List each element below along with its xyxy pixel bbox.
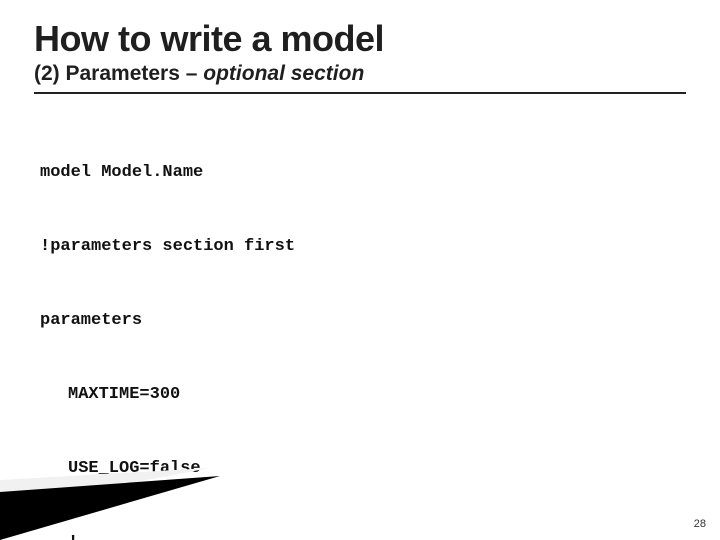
slide-title: How to write a model: [34, 18, 686, 60]
subtitle-lead: (2) Parameters –: [34, 62, 203, 85]
code-line: !...: [40, 531, 686, 540]
code-line: MAXTIME=300: [40, 383, 686, 408]
slide-container: How to write a model (2) Parameters – op…: [0, 0, 720, 540]
code-line: !parameters section first: [40, 235, 686, 260]
code-block: model Model.Name !parameters section fir…: [34, 112, 686, 540]
slide-subtitle: (2) Parameters – optional section: [34, 62, 686, 86]
code-line: model Model.Name: [40, 161, 686, 186]
subtitle-emphasis: optional section: [203, 62, 364, 85]
code-line: USE_LOG=false: [40, 457, 686, 482]
page-number: 28: [694, 518, 706, 530]
title-divider: [34, 92, 686, 94]
code-line: parameters: [40, 309, 686, 334]
